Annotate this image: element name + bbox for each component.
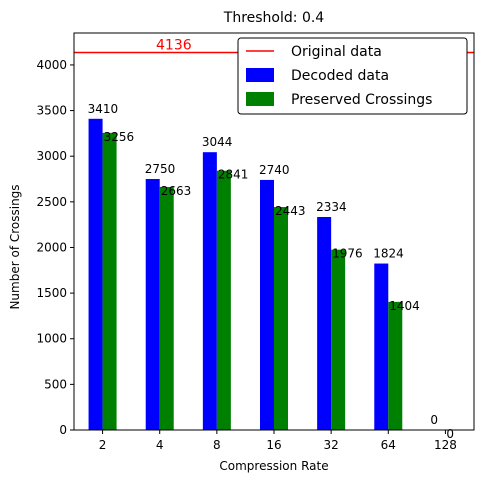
- y-tick-label-3000: 3000: [36, 149, 67, 163]
- data-label-decoded-32: 2334: [316, 200, 347, 214]
- bar-preserved-4: [159, 186, 174, 430]
- bar-decoded-8: [202, 152, 217, 430]
- y-tick-label-2000: 2000: [36, 240, 67, 254]
- data-label-preserved-4: 2663: [161, 184, 192, 198]
- bar-preserved-8: [216, 170, 231, 430]
- data-label-decoded-4: 2750: [145, 162, 176, 176]
- x-tick-label-16: 16: [266, 438, 281, 452]
- data-label-decoded-128: 0: [430, 413, 438, 427]
- y-axis-label: Number of Crossings: [8, 184, 22, 309]
- x-tick-label-32: 32: [324, 438, 339, 452]
- y-tick-label-3500: 3500: [36, 104, 67, 118]
- legend-box: [237, 37, 468, 115]
- bar-preserved-32: [331, 249, 346, 430]
- bar-preserved-2: [102, 132, 117, 431]
- legend-label-original-data: Original data: [291, 44, 382, 60]
- data-label-preserved-16: 2443: [275, 204, 306, 218]
- bar-decoded-2: [88, 118, 103, 430]
- bar-decoded-64: [374, 263, 389, 430]
- data-label-preserved-2: 3256: [104, 130, 135, 144]
- y-tick-label-1500: 1500: [36, 286, 67, 300]
- data-label-decoded-16: 2740: [259, 163, 290, 177]
- reference-line-label: 4136: [156, 38, 192, 54]
- x-tick-label-8: 8: [213, 438, 221, 452]
- x-tick-label-4: 4: [156, 438, 164, 452]
- bar-decoded-4: [145, 179, 160, 430]
- y-tick-label-1000: 1000: [36, 332, 67, 346]
- legend-swatch-preserved-crossings: [246, 92, 274, 106]
- bar-decoded-32: [317, 216, 332, 430]
- data-label-preserved-32: 1976: [332, 247, 363, 261]
- data-label-decoded-2: 3410: [88, 102, 119, 116]
- x-tick-label-128: 128: [434, 438, 457, 452]
- y-tick-label-4000: 4000: [36, 58, 67, 72]
- bar-preserved-16: [274, 207, 288, 430]
- legend-label-preserved-crossings: Preserved Crossings: [291, 92, 432, 108]
- bar-decoded-16: [260, 179, 274, 430]
- data-label-decoded-64: 1824: [373, 247, 404, 261]
- y-tick-label-2500: 2500: [36, 195, 67, 209]
- x-tick-label-64: 64: [381, 438, 396, 452]
- legend-label-decoded-data: Decoded data: [291, 68, 389, 84]
- x-tick-label-2: 2: [99, 438, 107, 452]
- data-label-decoded-8: 3044: [202, 135, 233, 149]
- data-label-preserved-128: 0: [446, 427, 454, 441]
- plot-area: 3410275030442740233418240325626632841244…: [36, 32, 475, 452]
- y-tick-label-500: 500: [44, 377, 67, 391]
- data-label-preserved-8: 2841: [218, 168, 249, 182]
- chart-title: Threshold: 0.4: [223, 10, 325, 26]
- data-label-preserved-64: 1404: [389, 299, 420, 313]
- y-tick-label-0: 0: [59, 423, 67, 437]
- legend-swatch-decoded-data: [246, 68, 274, 82]
- x-axis-label: Compression Rate: [219, 459, 328, 473]
- bar-preserved-64: [388, 301, 403, 430]
